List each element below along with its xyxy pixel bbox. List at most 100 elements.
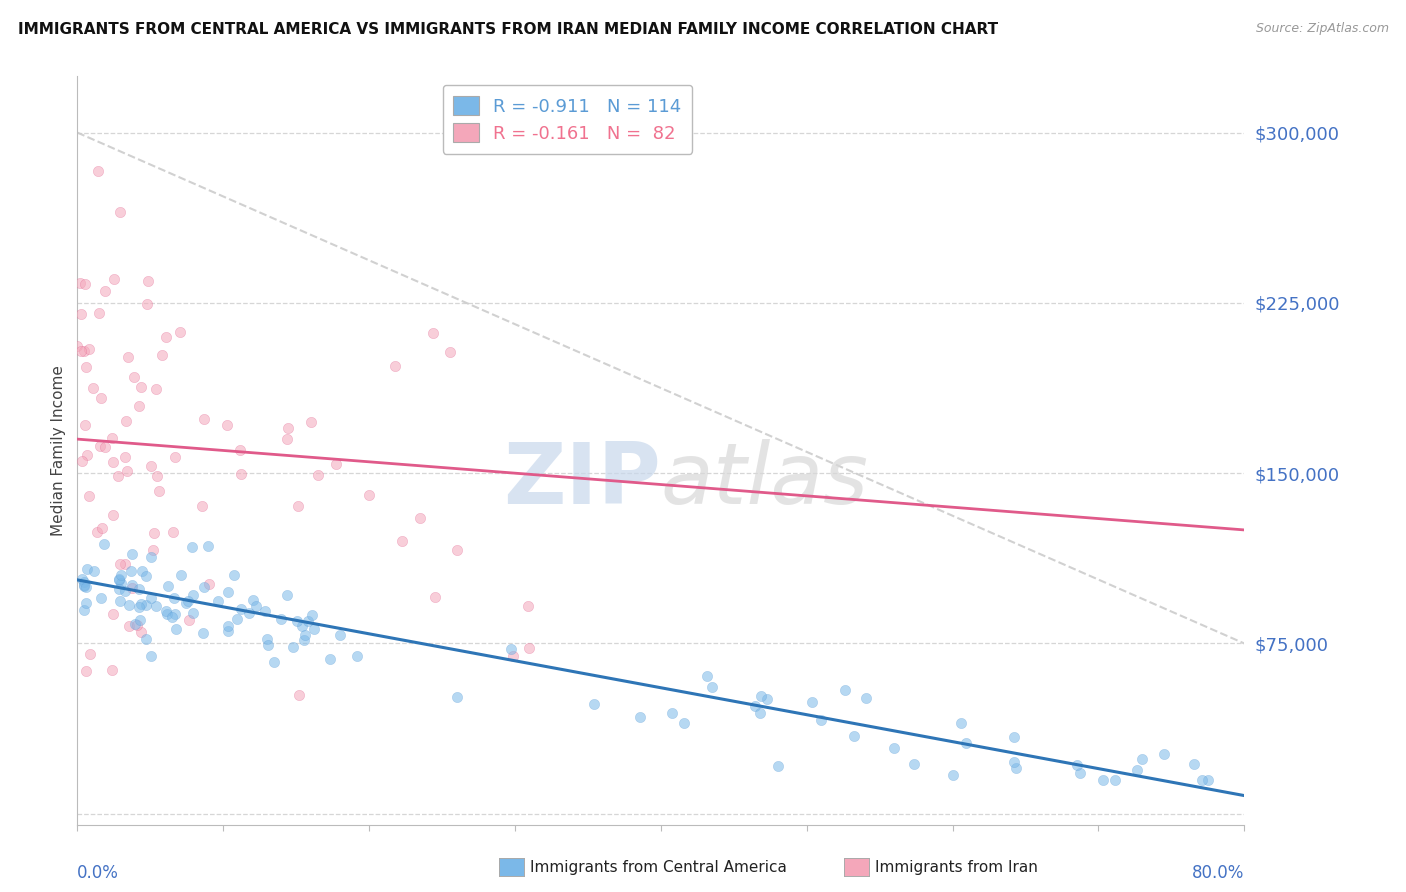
Point: [1069, 765, 1091, 780]
Point: [128, 599, 150, 614]
Point: [110, 594, 132, 608]
Point: [1104, 772, 1126, 787]
Point: [231, 601, 253, 615]
Point: [118, 599, 141, 613]
Point: [446, 542, 468, 557]
Point: [142, 542, 165, 557]
Point: [217, 418, 239, 433]
Point: [70, 307, 93, 321]
Point: [114, 414, 136, 428]
Point: [141, 458, 163, 473]
Point: [72, 454, 94, 468]
Point: [101, 508, 124, 522]
Point: [197, 539, 219, 553]
Point: [86, 524, 108, 539]
Point: [121, 581, 143, 595]
Point: [135, 569, 157, 583]
Point: [114, 557, 136, 571]
Point: [121, 578, 143, 592]
Point: [76, 448, 98, 462]
Point: [73, 577, 96, 591]
Point: [193, 412, 215, 426]
Point: [193, 626, 215, 640]
Point: [75, 596, 97, 610]
Point: [256, 638, 278, 652]
Point: [276, 432, 298, 446]
Point: [142, 526, 165, 541]
Point: [800, 695, 823, 709]
Point: [903, 757, 925, 772]
Point: [110, 576, 132, 591]
Point: [156, 578, 179, 592]
Point: [163, 450, 186, 465]
Point: [89, 439, 111, 453]
Point: [90, 591, 112, 606]
Point: [121, 547, 143, 561]
Point: [329, 628, 352, 642]
Point: [110, 568, 132, 582]
Point: [108, 582, 131, 597]
Point: [108, 204, 131, 219]
Point: [139, 591, 162, 605]
Point: [810, 713, 832, 727]
Point: [1153, 747, 1175, 761]
Point: [768, 759, 790, 773]
Point: [122, 369, 145, 384]
Point: [277, 421, 299, 435]
Point: [391, 534, 413, 549]
Point: [229, 467, 252, 481]
Point: [108, 573, 131, 587]
Point: [69, 276, 91, 290]
Text: Immigrants from Iran: Immigrants from Iran: [875, 860, 1038, 874]
Point: [582, 697, 605, 711]
Point: [124, 617, 146, 632]
Point: [155, 604, 177, 618]
Point: [128, 399, 150, 413]
Point: [696, 669, 718, 683]
Point: [319, 652, 342, 666]
Point: [744, 699, 766, 714]
Point: [238, 606, 260, 620]
Point: [224, 568, 246, 582]
Point: [292, 633, 315, 648]
Point: [75, 359, 97, 374]
Point: [228, 442, 250, 457]
Point: [198, 577, 221, 591]
Point: [169, 325, 191, 339]
Point: [135, 632, 157, 647]
Point: [517, 641, 540, 656]
Point: [145, 599, 167, 614]
Point: [423, 590, 446, 604]
Point: [127, 618, 149, 632]
Point: [661, 706, 683, 720]
Point: [107, 468, 129, 483]
Point: [118, 619, 141, 633]
Point: [855, 691, 877, 706]
Point: [207, 594, 229, 608]
Text: atlas: atlas: [661, 439, 869, 522]
Point: [253, 604, 276, 618]
Point: [93, 537, 115, 551]
Point: [673, 716, 696, 731]
Point: [128, 582, 150, 596]
Point: [1004, 761, 1026, 775]
Point: [181, 606, 204, 620]
Point: [1092, 772, 1115, 787]
Point: [325, 458, 347, 472]
Point: [129, 597, 152, 611]
Point: [301, 607, 323, 622]
Point: [749, 690, 772, 704]
Point: [176, 593, 198, 607]
Point: [77, 343, 100, 357]
Point: [89, 306, 111, 320]
Point: [263, 655, 285, 669]
Point: [439, 344, 461, 359]
Point: [285, 615, 308, 629]
Point: [245, 599, 267, 614]
Point: [218, 619, 240, 633]
Text: 0.0%: 0.0%: [77, 863, 120, 881]
Point: [217, 624, 239, 638]
Point: [83, 564, 105, 578]
Point: [502, 648, 524, 663]
Point: [1002, 730, 1025, 744]
